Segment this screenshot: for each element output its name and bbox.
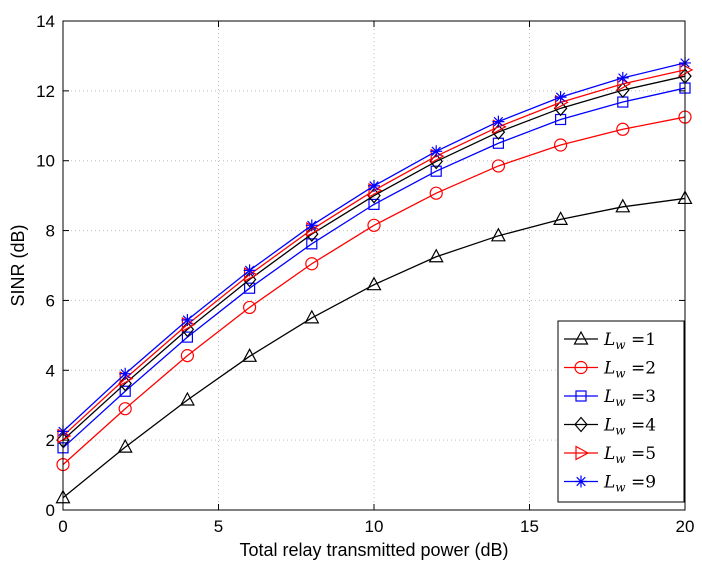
data-point	[181, 331, 193, 343]
data-point	[305, 257, 319, 271]
legend-entry: Lw =1	[564, 330, 656, 352]
data-point	[575, 475, 587, 488]
data-point	[366, 276, 382, 291]
x-tick-label: 5	[214, 517, 223, 536]
data-point	[554, 91, 567, 104]
legend-entry: Lw =3	[564, 387, 656, 409]
y-tick-label: 6	[46, 291, 55, 310]
data-point	[430, 145, 443, 158]
data-point	[553, 138, 568, 152]
data-point	[553, 100, 568, 117]
tick-labels: 0 5 10 15 20 0 2 4 6 8 10 12 14	[36, 12, 694, 536]
data-point	[368, 179, 380, 192]
legend-box	[557, 320, 685, 503]
data-point	[179, 391, 195, 406]
data-point	[491, 159, 505, 173]
data-point	[574, 360, 588, 375]
data-point	[117, 438, 133, 453]
y-tick-label: 10	[36, 152, 55, 171]
series-line	[62, 87, 686, 449]
y-tick-label: 0	[46, 501, 55, 520]
x-tick-label: 20	[676, 517, 695, 536]
data-point	[243, 264, 256, 277]
data-point	[118, 402, 132, 416]
data-point	[118, 375, 132, 392]
data-point	[575, 390, 587, 402]
legend-entry: Lw =9	[564, 473, 656, 495]
legend-label: Lw =9	[603, 473, 656, 495]
data-point	[368, 198, 380, 210]
series-line	[62, 116, 686, 466]
data-point	[242, 348, 258, 362]
series-line	[62, 197, 686, 499]
y-tick-label: 14	[36, 12, 55, 31]
data-point	[615, 198, 631, 213]
data-point	[574, 416, 588, 433]
legend-entry: Lw =5	[564, 444, 656, 466]
data-point	[243, 300, 257, 315]
x-tick-label: 0	[58, 517, 67, 536]
legend-entry: Lw =4	[564, 416, 656, 438]
x-tick-label: 15	[520, 517, 539, 536]
series-line	[62, 75, 686, 441]
legend-label: Lw =3	[603, 387, 656, 409]
legend-label: Lw =4	[603, 416, 656, 438]
y-tick-label: 2	[46, 431, 55, 450]
legend-label: Lw =5	[603, 444, 656, 466]
legend: Lw =1 Lw =2 Lw =3 Lw =4 Lw =5 Lw =9	[557, 320, 685, 503]
series-1	[55, 190, 693, 504]
data-point	[679, 62, 694, 78]
data-point	[616, 71, 629, 84]
axis-ticks	[62, 20, 686, 511]
grid	[63, 21, 685, 510]
y-tick-label: 12	[36, 82, 55, 101]
legend-label: Lw =2	[603, 359, 656, 381]
data-point	[244, 282, 256, 294]
data-point	[367, 218, 381, 232]
data-point	[429, 186, 443, 200]
y-axis-label: SINR (dB)	[8, 224, 28, 306]
data-point	[491, 124, 506, 140]
data-point	[492, 115, 505, 128]
data-point	[119, 367, 132, 380]
series-layer	[55, 56, 694, 504]
data-point	[306, 238, 318, 250]
legend-label: Lw =1	[603, 330, 656, 352]
data-point	[428, 248, 444, 263]
data-point	[554, 94, 569, 110]
data-point	[492, 119, 507, 135]
data-point	[616, 122, 630, 136]
data-point	[304, 309, 320, 324]
x-axis-label: Total relay transmitted power (dB)	[239, 540, 508, 560]
data-point	[575, 445, 590, 461]
legend-entry: Lw =2	[564, 359, 656, 381]
data-point	[490, 227, 506, 242]
data-point	[305, 219, 318, 232]
data-point	[616, 82, 630, 99]
data-point	[573, 330, 589, 345]
y-tick-label: 4	[46, 361, 55, 380]
data-point	[181, 313, 194, 326]
data-point	[119, 385, 131, 397]
x-tick-label: 10	[365, 517, 384, 536]
data-point	[617, 76, 632, 92]
series-2	[56, 110, 692, 472]
data-point	[180, 349, 194, 363]
data-point	[430, 165, 442, 177]
y-tick-label: 8	[46, 222, 55, 241]
data-point	[553, 211, 569, 225]
data-point	[180, 321, 195, 338]
